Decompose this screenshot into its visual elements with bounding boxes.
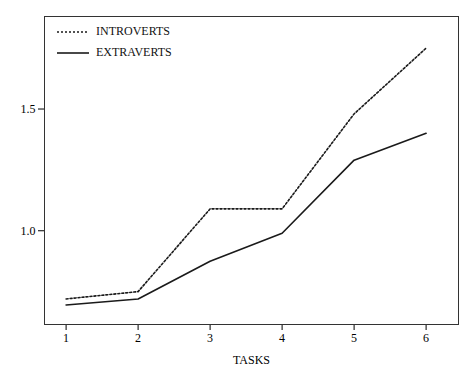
svg-text:5: 5 — [351, 331, 357, 345]
svg-text:4: 4 — [279, 331, 285, 345]
svg-text:2: 2 — [135, 331, 141, 345]
svg-text:3: 3 — [207, 331, 213, 345]
svg-text:1.0: 1.0 — [21, 224, 36, 238]
svg-text:1.5: 1.5 — [21, 102, 36, 116]
svg-text:1: 1 — [63, 331, 69, 345]
html-text:INTROVERTS: INTROVERTS — [96, 24, 170, 38]
svg-text:TASKS: TASKS — [233, 353, 270, 366]
svg-text:6: 6 — [423, 331, 429, 345]
html-text:EXTRAVERTS: EXTRAVERTS — [96, 45, 172, 59]
